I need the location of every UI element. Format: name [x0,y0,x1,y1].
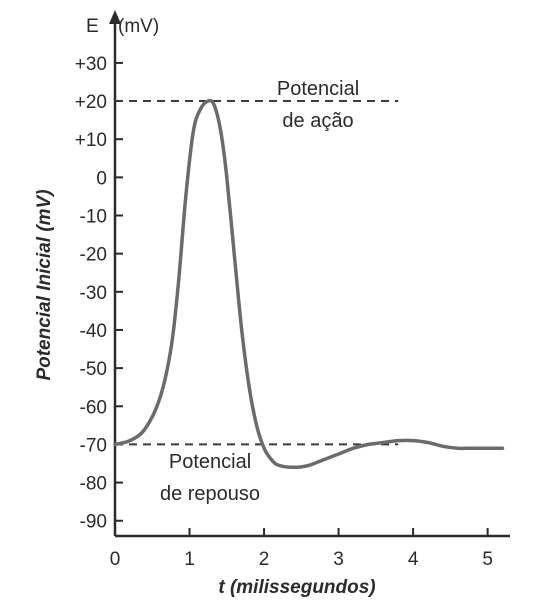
y-tick-label: -90 [80,512,107,533]
y-tick-label: +10 [75,130,107,151]
x-tick-label: 5 [482,549,493,570]
x-tick-label: 0 [110,549,121,570]
x-axis-title: t (milissegundos) [218,577,375,598]
y-tick-label: -70 [80,435,107,456]
y-axis-unit-label: (mV) [118,16,159,37]
y-tick-label: 0 [96,168,107,189]
x-tick-label: 3 [333,549,344,570]
y-tick-label: -10 [80,207,107,228]
y-tick-label: -60 [80,397,107,418]
annotation-action-potential-line1: Potencial [277,78,359,100]
y-tick-label: -20 [80,245,107,266]
y-axis-header-label: E [86,16,99,37]
x-ticks-group: 0 1 2 3 4 5 [110,528,493,570]
y-tick-label: -40 [80,321,107,342]
annotation-resting-potential-line2: de repouso [160,483,260,505]
reference-lines-group [115,101,398,444]
annotation-resting-potential-line1: Potencial [169,451,251,473]
x-tick-label: 4 [408,549,419,570]
x-tick-label: 2 [259,549,270,570]
y-tick-label: +20 [75,92,107,113]
annotation-action-potential-line2: de ação [282,110,353,132]
y-tick-label: +30 [75,54,107,75]
y-tick-label: -50 [80,359,107,380]
y-tick-label: -30 [80,283,107,304]
x-tick-label: 1 [184,549,195,570]
action-potential-curve [115,101,503,468]
y-axis-title: Potencial Inicial (mV) [34,189,55,380]
y-tick-label: -80 [80,474,107,495]
